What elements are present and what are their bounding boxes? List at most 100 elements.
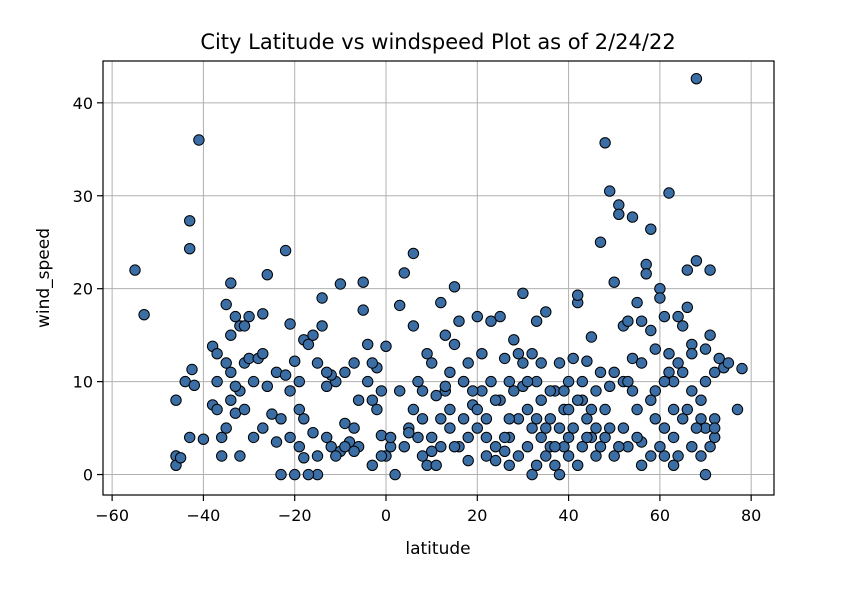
data-point [512,450,525,462]
data-point [476,348,488,360]
data-point [649,413,661,425]
x-axis-ticks: −60 −40 −20 0 20 40 60 80 [95,495,761,525]
data-point [430,389,442,402]
data-point [681,403,693,416]
data-point [444,422,456,434]
data-point [211,348,223,360]
data-point [311,450,324,462]
data-point [412,375,424,388]
data-point [302,468,315,481]
data-point [517,287,529,299]
data-point [247,431,260,444]
data-point [581,413,593,425]
data-point [229,380,242,392]
data-point [695,450,707,462]
data-point [494,310,506,323]
data-point [704,441,716,453]
data-point [229,310,242,323]
data-point [174,452,187,464]
data-point [225,394,237,406]
data-point [686,348,698,360]
data-point [435,413,447,425]
data-point [247,375,260,388]
data-point [704,264,716,276]
data-point [416,385,429,397]
data-point [348,422,360,434]
data-point [261,269,273,281]
data-point [311,357,324,369]
data-point [677,413,689,425]
data-point [307,329,319,341]
data-point [289,468,301,481]
data-point [394,385,406,397]
y-tick-label: 20 [73,280,93,299]
data-point [672,310,684,323]
data-point [690,255,703,267]
data-point [220,357,232,369]
data-point [499,431,511,444]
data-point [339,366,351,378]
data-point [316,320,328,332]
data-point [521,403,534,416]
data-point [645,324,657,337]
data-point [686,385,698,397]
data-point [599,431,611,444]
data-point [480,413,493,425]
data-point [562,375,575,388]
data-point [480,450,493,462]
data-point [553,357,566,369]
y-tick-label: 30 [73,187,93,206]
data-point [590,422,602,434]
data-point [225,329,237,341]
data-point [681,301,693,313]
data-point [284,431,296,444]
data-point [321,366,333,378]
data-point [471,403,483,416]
data-point [480,431,493,444]
data-point [663,187,675,199]
data-point [658,422,671,434]
data-point [695,413,707,425]
data-point [654,441,666,453]
data-point [508,334,520,346]
data-point [677,366,689,378]
data-point [489,454,502,467]
data-point [234,450,246,462]
data-point [279,244,292,257]
data-point [608,276,620,288]
data-point [384,431,397,444]
data-point [658,310,671,323]
data-point [220,422,232,434]
grid-lines [103,61,774,495]
data-point [448,441,461,453]
data-point [289,355,301,367]
data-point [398,267,410,279]
data-point [279,369,292,381]
data-point [348,357,360,369]
data-point [521,441,534,453]
data-point [562,450,575,462]
x-tick-label: 80 [741,506,761,525]
data-point [298,452,310,464]
x-tick-label: 0 [381,506,391,525]
data-point [599,403,611,416]
data-point [371,403,383,416]
data-point [339,441,351,453]
data-point [722,357,735,369]
y-axis-label: wind_speed [34,228,54,328]
data-point [590,385,602,397]
data-point [526,468,538,481]
data-point [499,445,511,457]
data-point [307,427,319,439]
data-point [540,306,552,318]
data-point [549,441,561,453]
y-axis-ticks: 0 10 20 30 40 [73,94,103,485]
data-point [663,366,675,378]
data-point [129,264,141,276]
data-point [398,441,410,453]
data-point [521,375,534,388]
data-point [663,348,675,360]
data-point [608,366,620,378]
data-point [357,276,369,288]
data-point [549,459,561,471]
